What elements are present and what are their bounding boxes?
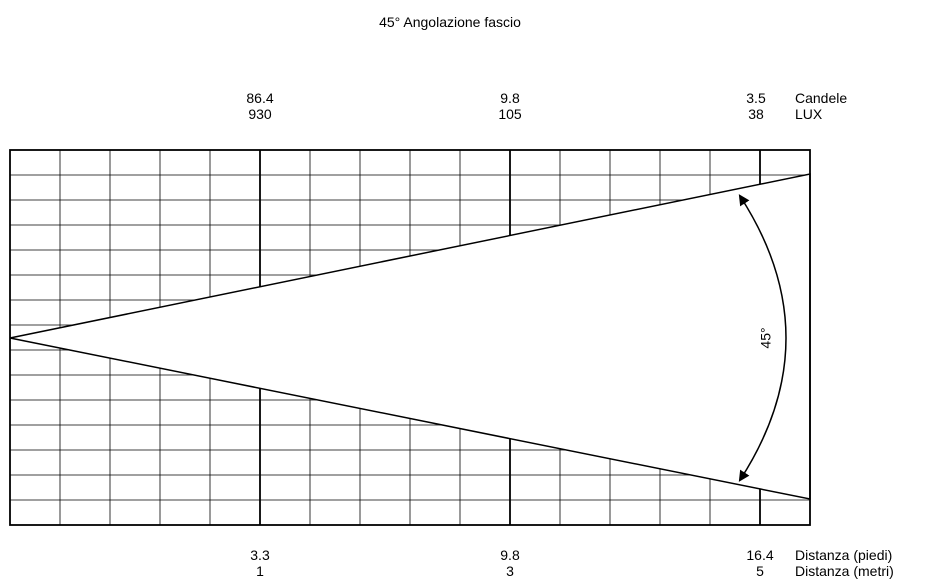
candele-unit-label: Candele	[795, 90, 848, 106]
beam-angle-label: 45°	[758, 327, 774, 348]
candele-value-3m: 9.8	[500, 90, 520, 106]
lux-value-5m: 38	[748, 106, 764, 122]
feet-value-3m: 9.8	[500, 547, 520, 563]
candele-value-5m: 3.5	[746, 90, 766, 106]
grid-border	[9, 149, 811, 526]
feet-value-1m: 3.3	[250, 547, 270, 563]
meters-value-5m: 5	[756, 563, 764, 579]
lux-value-1m: 930	[248, 106, 272, 122]
meters-unit-label: Distanza (metri)	[795, 563, 894, 579]
feet-unit-label: Distanza (piedi)	[795, 547, 893, 563]
beam-angle-arrow	[738, 194, 787, 482]
diagram-title: 45° Angolazione fascio	[379, 14, 521, 30]
candele-value-1m: 86.4	[246, 90, 274, 106]
meters-value-1m: 1	[256, 563, 264, 579]
lux-unit-label: LUX	[795, 106, 823, 122]
meters-value-3m: 3	[506, 563, 514, 579]
feet-value-5m: 16.4	[746, 547, 774, 563]
lux-value-3m: 105	[498, 106, 522, 122]
